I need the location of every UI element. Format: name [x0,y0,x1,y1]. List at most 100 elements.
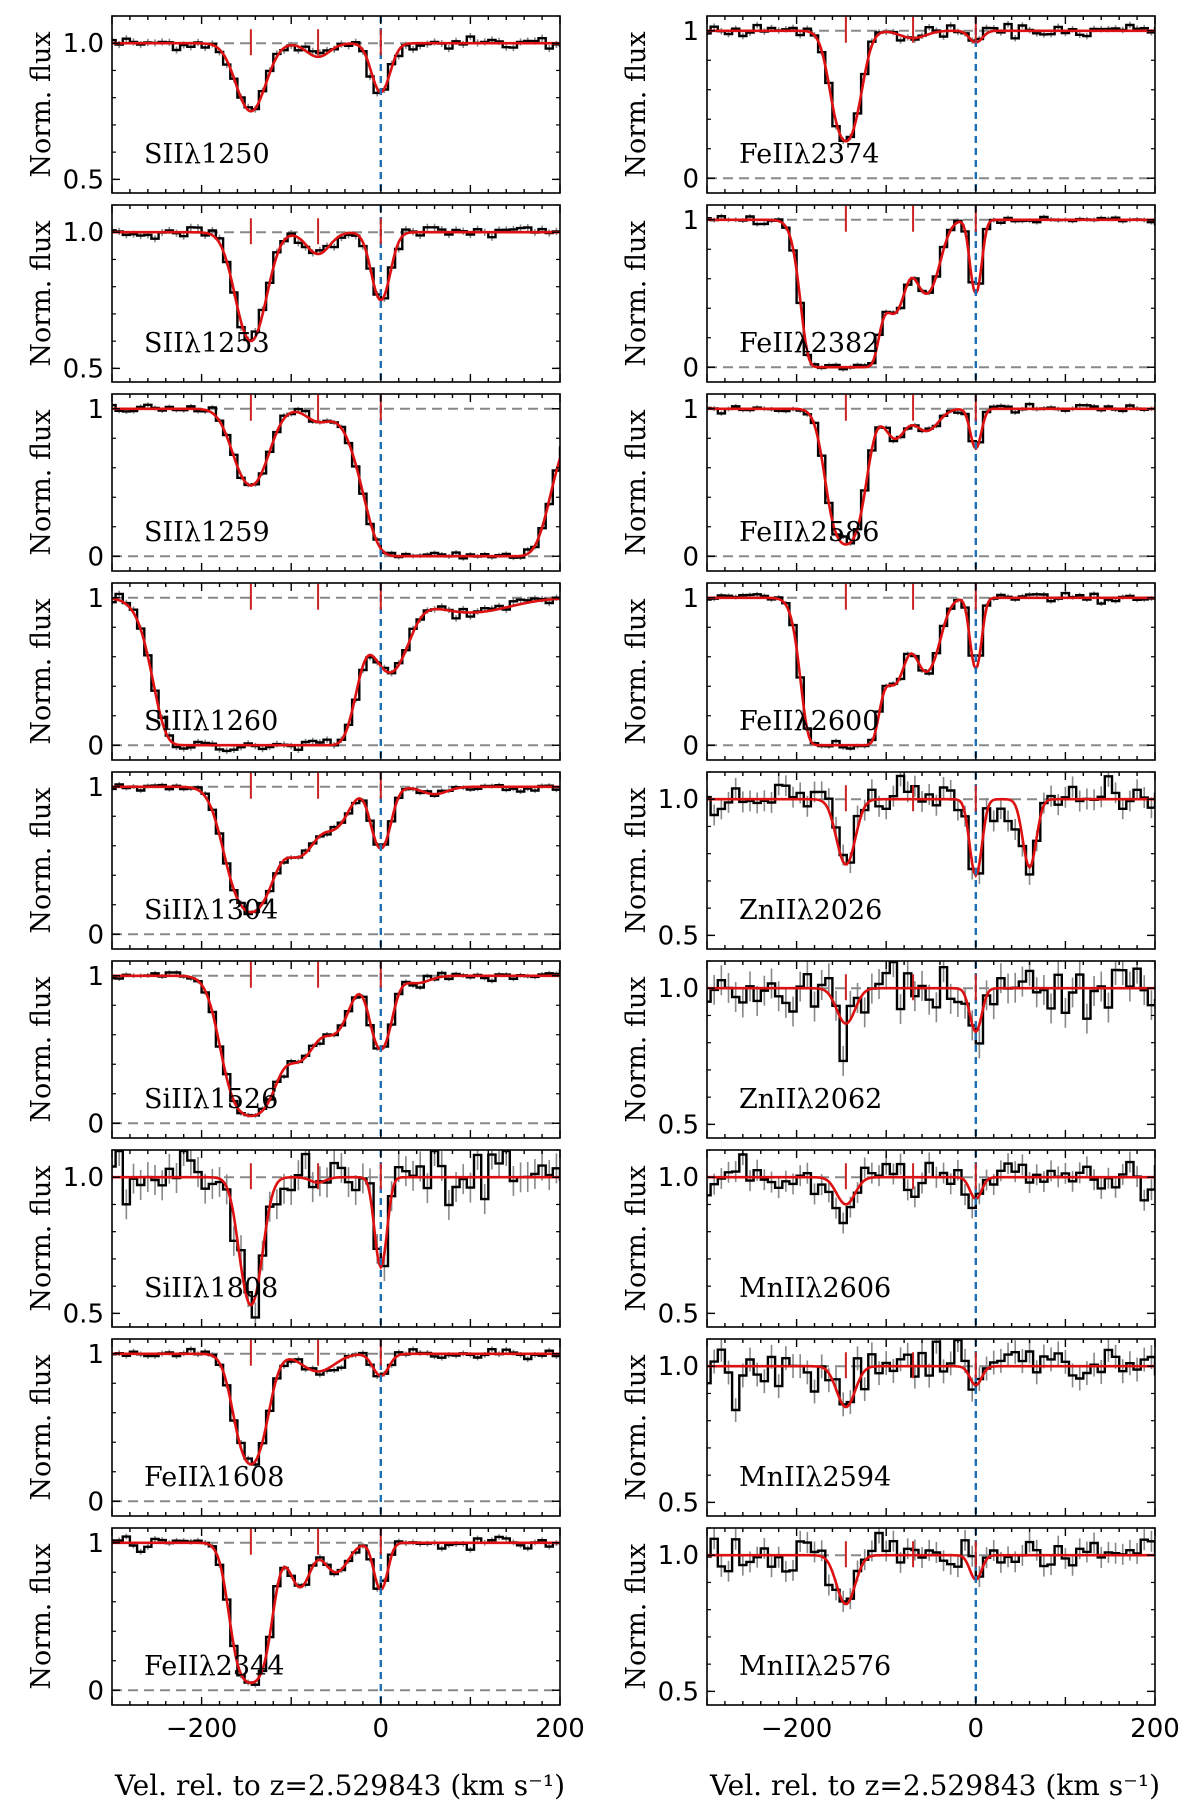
y-tick-label: 1.0 [63,1163,104,1193]
x-tick-label: −200 [761,1714,832,1744]
y-tick-label: 0 [87,731,104,761]
panel-frame [111,771,561,950]
y-axis-label: Norm. flux [26,598,57,744]
y-tick-label: 1 [87,584,104,614]
data-spectrum [112,1347,560,1466]
panel-frame [706,582,1156,761]
panel-frame [111,204,561,383]
data-spectrum [707,961,1155,1063]
ion-label: FeIIλ2586 [739,517,879,548]
panel-plot-area [707,1150,1155,1327]
error-bars [707,772,1153,885]
model-fit-curve [707,218,1155,369]
panel-plot-area [707,205,1155,382]
y-axis-label: Norm. flux [621,976,652,1122]
ion-label: SiIIλ1304 [144,895,278,926]
y-tick-label: 0.5 [658,1677,699,1707]
panel-feii-2586: 0 1 Norm. flux FeIIλ2586 [621,393,1156,572]
panel-feii-2344: 0 1 Norm. flux FeIIλ2344 −200 0 200 [26,1527,585,1744]
ion-label: SiIIλ1526 [144,1084,278,1115]
panel-plot-area [707,1528,1155,1705]
panel-plot-area [707,16,1155,193]
ion-label: SIIλ1250 [144,139,270,170]
panel-plot-area [707,772,1155,949]
x-tick-label: 200 [1130,1714,1180,1744]
y-axis-label: Norm. flux [26,31,57,177]
y-axis-label: Norm. flux [26,1165,57,1311]
panel-frame [706,960,1156,1139]
y-tick-label: 0.5 [658,1110,699,1140]
panel-frame [706,15,1156,194]
panel-plot-area [707,583,1155,760]
panel-plot-area [112,1528,560,1705]
y-tick-label: 1.0 [658,1352,699,1382]
y-axis-label: Norm. flux [621,220,652,366]
y-tick-label: 1.0 [658,1541,699,1571]
panel-frame [111,1149,561,1328]
panel-feii-2600: 0 1 Norm. flux FeIIλ2600 [621,582,1156,761]
x-axis-label-right: Vel. rel. to z=2.529843 (km s⁻¹) [709,1769,1160,1802]
panel-plot-area [112,961,560,1138]
ion-label: FeIIλ2344 [144,1651,284,1682]
model-fit-curve [112,785,560,914]
ion-label: FeIIλ2374 [739,139,879,170]
y-tick-label: 0.5 [63,165,104,195]
model-fit-curve [707,29,1155,143]
y-tick-label: 1 [87,395,104,425]
y-axis-label: Norm. flux [621,1165,652,1311]
ion-label: SIIλ1253 [144,328,270,359]
data-spectrum [707,1153,1155,1225]
y-tick-label: 1.0 [658,785,699,815]
ion-label: FeIIλ2382 [739,328,879,359]
ion-label: ZnIIλ2026 [739,895,882,926]
y-tick-label: 0 [87,1676,104,1706]
y-tick-label: 0 [87,920,104,950]
model-fit-curve [707,1175,1155,1206]
y-axis-label: Norm. flux [621,598,652,744]
y-tick-label: 0.5 [658,1488,699,1518]
ion-label: SiIIλ1260 [144,706,278,737]
y-tick-label: 1 [682,17,699,47]
panel-frame [706,771,1156,950]
panel-frame [111,960,561,1139]
model-fit-curve [707,986,1155,1034]
panel-frame [706,1527,1156,1706]
panel-plot-area [112,394,560,571]
model-fit-curve [707,596,1155,747]
y-tick-label: 1.0 [658,1163,699,1193]
panel-siii-1526: 0 1 Norm. flux SiIIλ1526 [26,960,561,1139]
panel-frame [111,1338,561,1517]
data-spectrum [707,22,1155,142]
y-axis-label: Norm. flux [621,31,652,177]
panel-plot-area [112,16,560,193]
panel-siii-1260: 0 1 Norm. flux SiIIλ1260 [26,582,561,761]
panel-frame [111,15,561,194]
model-fit-curve [112,597,560,747]
y-tick-label: 1 [682,206,699,236]
panel-plot-area [112,583,560,760]
y-axis-label: Norm. flux [26,1543,57,1689]
y-axis-label: Norm. flux [26,409,57,555]
y-axis-label: Norm. flux [621,1543,652,1689]
ion-label: FeIIλ1608 [144,1462,284,1493]
data-spectrum [707,1531,1155,1603]
y-tick-label: 0.5 [658,1299,699,1329]
x-tick-label: 0 [968,1714,985,1744]
y-axis-label: Norm. flux [26,220,57,366]
y-tick-label: 1 [682,584,699,614]
x-tick-label: −200 [166,1714,237,1744]
data-spectrum [707,1339,1155,1412]
data-spectrum [112,226,560,342]
panel-frame [706,393,1156,572]
model-fit-curve [112,407,560,558]
model-fit-curve [112,974,560,1118]
model-fit-curve [707,1553,1155,1606]
panel-frame [706,1149,1156,1328]
panel-plot-area [112,1150,560,1327]
y-axis-label: Norm. flux [621,1354,652,1500]
y-tick-label: 1 [87,962,104,992]
panel-plot-area [112,205,560,382]
panel-sii-1259: 0 1 Norm. flux SIIλ1259 [26,393,561,572]
